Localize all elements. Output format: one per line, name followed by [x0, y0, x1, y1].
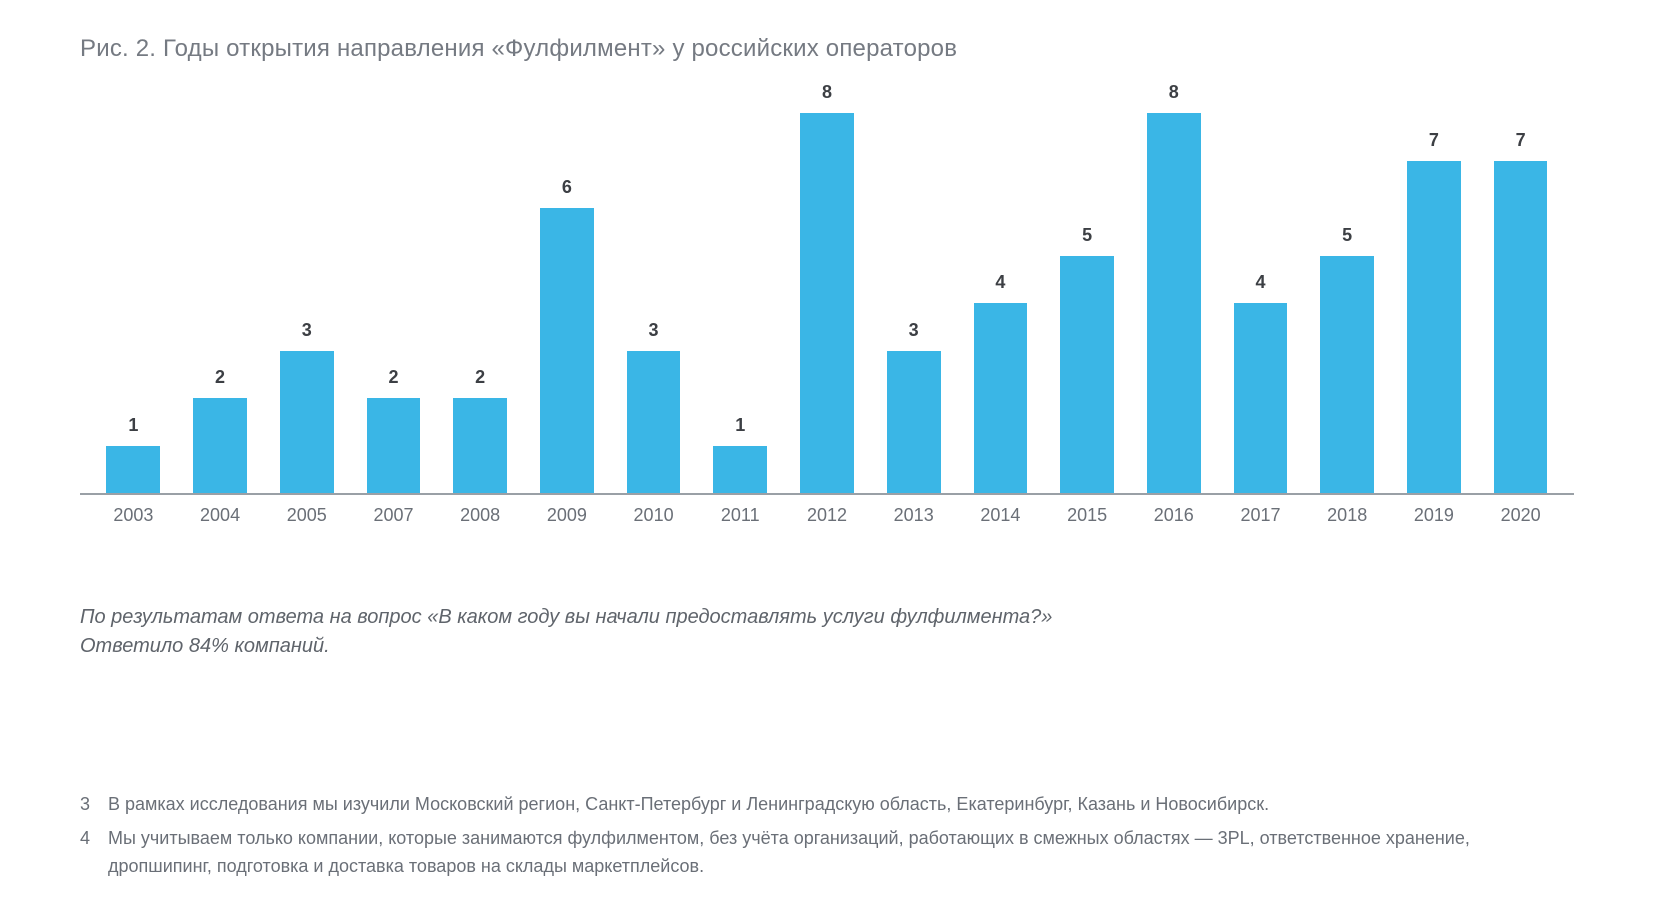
bar: 3	[280, 351, 334, 494]
footnote: 4Мы учитываем только компании, которые з…	[80, 825, 1574, 881]
footnote: 3 В рамках исследования мы изучили Москов…	[80, 791, 1574, 819]
x-axis-label: 2016	[1130, 505, 1217, 526]
bar-value-label: 4	[1255, 272, 1265, 293]
bar-slot: 5	[1044, 113, 1131, 493]
x-axis-label: 2009	[524, 505, 611, 526]
x-axis-label: 2008	[437, 505, 524, 526]
bar: 2	[453, 398, 507, 493]
x-axis-label: 2017	[1217, 505, 1304, 526]
bar: 2	[367, 398, 421, 493]
footnotes: 3 В рамках исследования мы изучили Москов…	[80, 791, 1574, 881]
bar-slot: 2	[350, 113, 437, 493]
bar-slot: 3	[610, 113, 697, 493]
bar-value-label: 2	[475, 367, 485, 388]
bar-value-label: 3	[302, 320, 312, 341]
bar-value-label: 6	[562, 177, 572, 198]
x-axis-label: 2015	[1044, 505, 1131, 526]
bar: 3	[887, 351, 941, 494]
x-axis-label: 2003	[90, 505, 177, 526]
x-axis-label: 2020	[1477, 505, 1564, 526]
bar-slot: 2	[177, 113, 264, 493]
bar-value-label: 1	[128, 415, 138, 436]
x-axis-label: 2004	[177, 505, 264, 526]
bar-slot: 3	[870, 113, 957, 493]
x-axis-label: 2005	[263, 505, 350, 526]
bar-slot: 7	[1477, 113, 1564, 493]
footnote-text: В рамках исследования мы изучили Московс…	[108, 791, 1269, 819]
bar-slot: 8	[1130, 113, 1217, 493]
bar: 8	[1147, 113, 1201, 493]
bar: 4	[974, 303, 1028, 493]
x-axis-label: 2014	[957, 505, 1044, 526]
x-axis-label: 2007	[350, 505, 437, 526]
bar-value-label: 8	[822, 82, 832, 103]
bar-value-label: 5	[1342, 225, 1352, 246]
bar-value-label: 4	[995, 272, 1005, 293]
bar: 5	[1320, 256, 1374, 494]
bar-value-label: 7	[1429, 130, 1439, 151]
bar-value-label: 8	[1169, 82, 1179, 103]
bar-value-label: 2	[388, 367, 398, 388]
x-axis-label: 2019	[1391, 505, 1478, 526]
x-axis-label: 2011	[697, 505, 784, 526]
footnote-number: 4	[80, 825, 94, 881]
bar-chart: 12322631834584577 2003200420052007200820…	[80, 113, 1574, 543]
bar-slot: 5	[1304, 113, 1391, 493]
bar: 5	[1060, 256, 1114, 494]
bar: 4	[1234, 303, 1288, 493]
x-axis-label: 2018	[1304, 505, 1391, 526]
footnote-text: Мы учитываем только компании, которые за…	[108, 825, 1574, 881]
bar: 7	[1407, 161, 1461, 494]
bar-slot: 8	[784, 113, 871, 493]
bar-value-label: 3	[909, 320, 919, 341]
bars-container: 12322631834584577	[80, 113, 1574, 493]
bar-value-label: 2	[215, 367, 225, 388]
bar: 1	[713, 446, 767, 494]
caption-line: По результатам ответа на вопрос «В каком…	[80, 603, 1574, 632]
bar-slot: 4	[1217, 113, 1304, 493]
caption-line: Ответило 84% компаний.	[80, 632, 1574, 661]
bar: 3	[627, 351, 681, 494]
bar-value-label: 1	[735, 415, 745, 436]
bar: 1	[106, 446, 160, 494]
bar-value-label: 7	[1516, 130, 1526, 151]
bar-value-label: 3	[649, 320, 659, 341]
chart-title: Рис. 2. Годы открытия направления «Фулфи…	[80, 35, 1574, 63]
x-axis-labels: 2003200420052007200820092010201120122013…	[80, 505, 1574, 526]
bar-slot: 1	[90, 113, 177, 493]
chart-caption: По результатам ответа на вопрос «В каком…	[80, 603, 1574, 661]
bar: 8	[800, 113, 854, 493]
bar-value-label: 5	[1082, 225, 1092, 246]
bar: 6	[540, 208, 594, 493]
x-axis-label: 2010	[610, 505, 697, 526]
bar-slot: 6	[524, 113, 611, 493]
x-axis-label: 2013	[870, 505, 957, 526]
bar: 2	[193, 398, 247, 493]
bar: 7	[1494, 161, 1548, 494]
footnote-number: 3	[80, 791, 94, 819]
plot-area: 12322631834584577	[80, 113, 1574, 495]
bar-slot: 1	[697, 113, 784, 493]
bar-slot: 2	[437, 113, 524, 493]
bar-slot: 3	[263, 113, 350, 493]
bar-slot: 4	[957, 113, 1044, 493]
x-axis-label: 2012	[784, 505, 871, 526]
bar-slot: 7	[1391, 113, 1478, 493]
page: Рис. 2. Годы открытия направления «Фулфи…	[0, 0, 1654, 921]
